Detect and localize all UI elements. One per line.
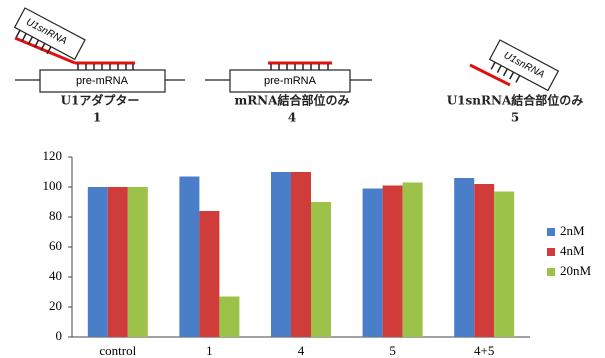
bar xyxy=(291,172,311,337)
bar xyxy=(363,189,383,338)
y-tick-label: 80 xyxy=(49,208,62,223)
bar xyxy=(199,211,219,337)
bar xyxy=(474,184,494,337)
bar xyxy=(403,183,423,338)
bar xyxy=(454,178,474,337)
x-tick-label: 1 xyxy=(206,343,213,358)
y-tick-label: 40 xyxy=(49,268,62,283)
bar xyxy=(271,172,291,337)
y-tick-label: 0 xyxy=(56,328,63,343)
caption: mRNA結合部位のみ xyxy=(235,93,350,108)
x-tick-label: 5 xyxy=(389,343,396,358)
caption: U1アダプター xyxy=(61,93,140,108)
figure: pre-mRNA U1snRNA U1アダプター 1 pre-mRNA mRNA… xyxy=(0,0,605,358)
legend-swatch xyxy=(547,268,555,276)
x-tick-label: control xyxy=(99,343,136,358)
bar xyxy=(108,187,128,337)
legend-label: 4nM xyxy=(560,243,585,258)
y-tick-label: 120 xyxy=(43,148,63,163)
caption-number: 5 xyxy=(511,111,519,125)
y-tick-label: 60 xyxy=(49,238,62,253)
legend-label: 2nM xyxy=(560,223,585,238)
y-tick-label: 100 xyxy=(43,178,63,193)
bar xyxy=(128,187,148,337)
bar xyxy=(179,177,199,338)
caption: U1snRNA結合部位のみ xyxy=(447,93,584,108)
mrna-site-diagram: pre-mRNA mRNA結合部位のみ 4 xyxy=(205,63,372,125)
mrna-label: pre-mRNA xyxy=(76,75,129,87)
bar xyxy=(494,192,514,338)
legend-swatch xyxy=(547,248,555,256)
bar xyxy=(311,202,331,337)
adapter-diagram: pre-mRNA U1snRNA U1アダプター 1 xyxy=(11,8,185,125)
x-tick-label: 4 xyxy=(298,343,305,358)
caption-number: 1 xyxy=(93,111,101,125)
bar-chart: 0 20 40 60 80 100 120 control 1 4 5 4+5 2nM 4nM 20nM xyxy=(43,148,592,358)
mrna-label: pre-mRNA xyxy=(264,75,317,87)
x-tick-label: 4+5 xyxy=(474,343,494,358)
bar xyxy=(383,186,403,338)
snrna-site-diagram: U1snRNA U1snRNA結合部位のみ 5 xyxy=(447,40,584,125)
caption-number: 4 xyxy=(288,111,296,125)
bar xyxy=(219,297,239,338)
legend-swatch xyxy=(547,228,555,236)
y-tick-label: 20 xyxy=(49,298,62,313)
legend-label: 20nM xyxy=(560,263,592,278)
bar xyxy=(88,187,108,337)
